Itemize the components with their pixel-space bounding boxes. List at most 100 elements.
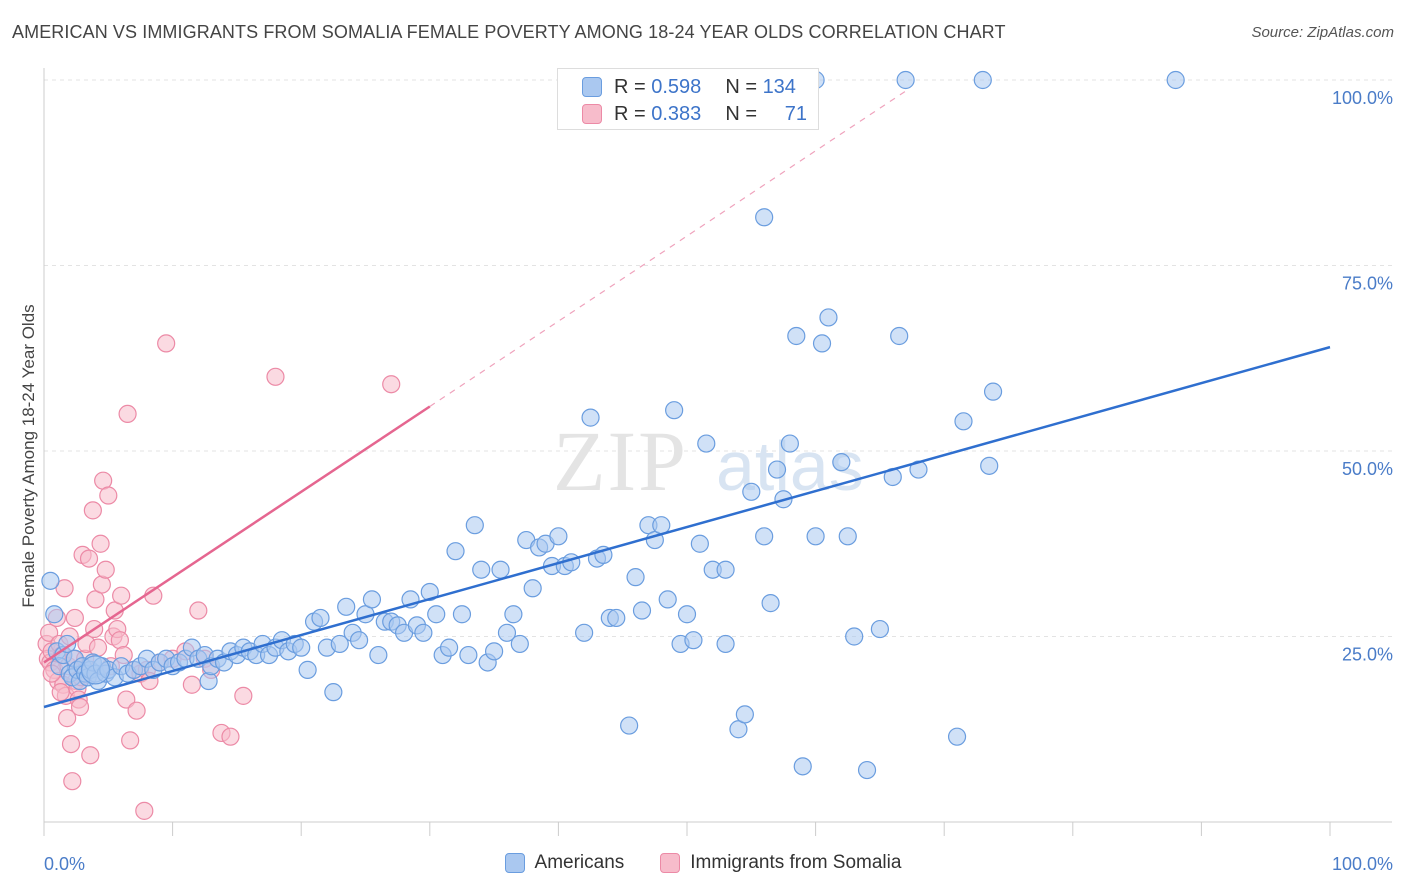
americans-point [857, 760, 877, 780]
americans-point [41, 571, 60, 590]
americans-point [980, 456, 999, 475]
americans-point [497, 623, 517, 642]
axis-layer [43, 68, 1392, 836]
americans-point [832, 453, 851, 472]
somalia-point [127, 701, 146, 720]
y-tick-label: 75.0% [1342, 274, 1393, 294]
americans-point [812, 334, 832, 353]
americans-point [446, 542, 465, 561]
somalia-point [110, 631, 129, 650]
americans-swatch [582, 77, 602, 97]
legend-item-americans[interactable]: Americans [504, 852, 624, 874]
stats-row-somalia: R = 0.383 N = 71 [582, 100, 807, 128]
y-tick-label: 100.0% [1332, 88, 1393, 108]
somalia-point [234, 686, 253, 705]
americans-point [420, 582, 439, 602]
somalia-point [135, 801, 154, 820]
americans-point [575, 623, 594, 642]
x-tick-label: 0.0% [44, 854, 85, 874]
somalia-point [99, 486, 118, 505]
americans-point [742, 482, 761, 501]
americans-point [870, 619, 890, 639]
somalia-point [221, 727, 240, 746]
source-label: Source: ZipAtlas.com [1251, 24, 1394, 41]
americans-point [716, 634, 735, 654]
somalia-point [182, 675, 201, 694]
somalia-n-value: 71 [784, 102, 808, 125]
americans-point [362, 590, 382, 609]
americans-r-value: 0.598 [651, 75, 702, 98]
somalia-point [121, 731, 140, 750]
americans-point [806, 527, 825, 546]
somalia-point [58, 709, 77, 728]
americans-point [652, 516, 671, 535]
americans-n-label: N = [725, 75, 757, 98]
somalia-point [70, 697, 90, 717]
somalia-point [51, 683, 70, 702]
americans-point [787, 326, 806, 346]
americans-point [472, 560, 491, 579]
somalia-point [92, 575, 111, 594]
americans-point [369, 645, 388, 665]
americans-point [632, 601, 652, 620]
americans-point [491, 560, 510, 579]
somalia-trend-extension [429, 90, 906, 407]
americans-point [311, 608, 330, 628]
zipatlas-watermark: ZIP atlas [553, 413, 864, 509]
svg-text:ZIP: ZIP [553, 413, 688, 509]
americans-point [465, 516, 484, 535]
americans-point [58, 634, 77, 654]
americans-point [459, 645, 478, 665]
y-tick-label: 50.0% [1342, 459, 1393, 479]
americans-point [626, 568, 645, 587]
americans-point [298, 660, 317, 679]
legend-item-somalia[interactable]: Immigrants from Somalia [660, 852, 901, 874]
somalia-r-label: R = [614, 102, 646, 125]
americans-point [690, 534, 709, 553]
americans-point [607, 608, 626, 628]
somalia-point [157, 334, 176, 353]
americans-point [620, 716, 639, 735]
americans-point [716, 560, 735, 579]
bottom-legend: Americans Immigrants from Somalia [0, 852, 1406, 874]
americans-point [549, 527, 568, 546]
americans-point [427, 605, 446, 624]
y-tick-label: 25.0% [1342, 645, 1393, 665]
y-axis-label: Female Poverty Among 18-24 Year Olds [19, 304, 38, 607]
somalia-point [83, 501, 102, 520]
americans-r-label: R = [614, 75, 646, 98]
americans-point [838, 527, 857, 546]
somalia-point [79, 549, 99, 568]
somalia-point [91, 534, 110, 553]
somalia-swatch [582, 104, 602, 124]
americans-point [658, 590, 677, 609]
americans-point [845, 627, 864, 646]
americans-point [947, 727, 967, 746]
americans-point [954, 412, 973, 431]
americans-point [324, 683, 343, 702]
somalia-r-value: 0.383 [651, 102, 702, 125]
somalia-point [189, 601, 208, 620]
americans-cluster-point [80, 655, 111, 685]
somalia-point [382, 375, 401, 394]
somalia-point [55, 579, 74, 598]
grid-layer [44, 79, 1392, 637]
americans-point [337, 597, 356, 616]
somalia-n-label: N = [725, 102, 757, 125]
somalia-point [112, 586, 131, 605]
somalia-point [61, 734, 81, 754]
americans-point [45, 605, 64, 624]
americans-point [677, 605, 697, 624]
americans-point [523, 579, 542, 598]
trend-layer [429, 90, 906, 407]
somalia-point [63, 772, 82, 791]
legend-somalia-swatch [660, 853, 681, 873]
stats-row-americans: R = 0.598 N = 134 [582, 73, 796, 101]
americans-point [1166, 70, 1185, 90]
somalia-trend-line [43, 405, 431, 664]
legend-americans-swatch [504, 853, 525, 873]
series-americans-points [41, 70, 1185, 780]
americans-point [761, 594, 780, 613]
americans-point [697, 434, 716, 453]
